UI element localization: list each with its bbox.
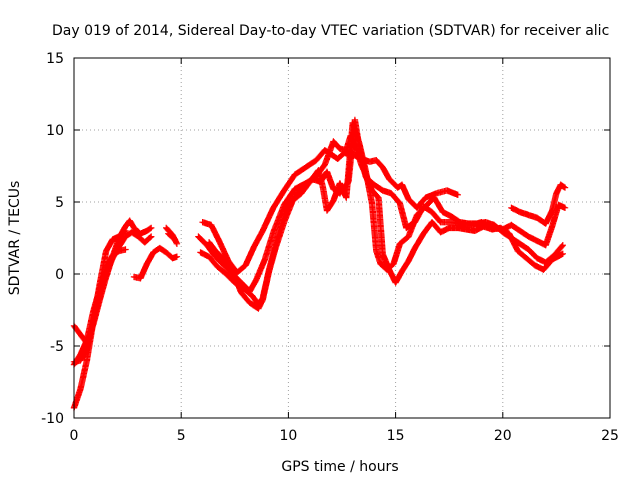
data-layer bbox=[70, 116, 569, 412]
grid-layer bbox=[74, 58, 610, 418]
x-tick-label: 15 bbox=[387, 428, 405, 444]
y-tick-label: -5 bbox=[50, 339, 64, 355]
data-point-markers bbox=[70, 227, 129, 412]
x-axis-label: GPS time / hours bbox=[281, 459, 398, 475]
data-point-markers bbox=[130, 244, 181, 282]
y-tick-label: 10 bbox=[46, 123, 64, 139]
y-tick-label: 5 bbox=[55, 195, 64, 211]
data-point-markers bbox=[197, 116, 566, 308]
tick-layer: 0 5 10 15 20 25 -10 -5 0 5 10 15 bbox=[41, 51, 619, 444]
x-tick-label: 20 bbox=[494, 428, 512, 444]
y-tick-label: 15 bbox=[46, 51, 64, 67]
x-tick-label: 0 bbox=[70, 428, 79, 444]
data-point-markers bbox=[508, 181, 569, 227]
series-4 bbox=[70, 116, 566, 412]
plot-frame bbox=[73, 57, 611, 419]
data-point-markers bbox=[165, 230, 178, 243]
x-tick-label: 25 bbox=[601, 428, 619, 444]
chart-title: Day 019 of 2014, Sidereal Day-to-day VTE… bbox=[52, 23, 609, 39]
data-point-markers bbox=[205, 119, 566, 312]
series-2 bbox=[70, 132, 569, 365]
y-tick-label: -10 bbox=[41, 411, 64, 427]
x-tick-label: 5 bbox=[177, 428, 186, 444]
y-tick-label: 0 bbox=[55, 267, 64, 283]
x-tick-label: 10 bbox=[279, 428, 297, 444]
y-axis-label: SDTVAR / TECUs bbox=[7, 181, 23, 296]
